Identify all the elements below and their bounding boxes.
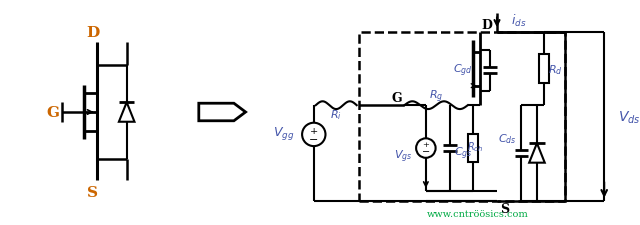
Text: $R_d$: $R_d$	[548, 63, 563, 76]
Text: D: D	[482, 19, 493, 32]
Text: G: G	[391, 92, 402, 104]
Bar	[468, 135, 477, 162]
Text: $R_i$: $R_i$	[330, 108, 342, 121]
Bar	[539, 55, 548, 84]
Text: $C_{gs}$: $C_{gs}$	[454, 145, 472, 161]
Text: S: S	[500, 202, 509, 215]
Text: +: +	[310, 126, 318, 135]
Text: $V_{gg}$: $V_{gg}$	[273, 124, 294, 141]
Text: $V_{gs}$: $V_{gs}$	[394, 148, 412, 164]
Text: $C_{ds}$: $C_{ds}$	[499, 132, 517, 146]
Text: S: S	[87, 185, 98, 199]
Text: $V_{ds}$: $V_{ds}$	[618, 109, 640, 125]
Text: +: +	[422, 141, 429, 148]
Text: $R_{ch}$: $R_{ch}$	[467, 140, 484, 153]
Text: $C_{gd}$: $C_{gd}$	[453, 63, 472, 79]
Text: $R_g$: $R_g$	[429, 88, 444, 104]
Polygon shape	[199, 104, 246, 121]
Bar	[358, 33, 565, 201]
Text: www.cntröösics.com: www.cntröösics.com	[427, 209, 529, 218]
Text: D: D	[86, 26, 99, 40]
Text: G: G	[46, 106, 59, 119]
Text: −: −	[422, 148, 430, 157]
Text: $i_{ds}$: $i_{ds}$	[511, 13, 526, 29]
Text: −: −	[309, 135, 319, 145]
